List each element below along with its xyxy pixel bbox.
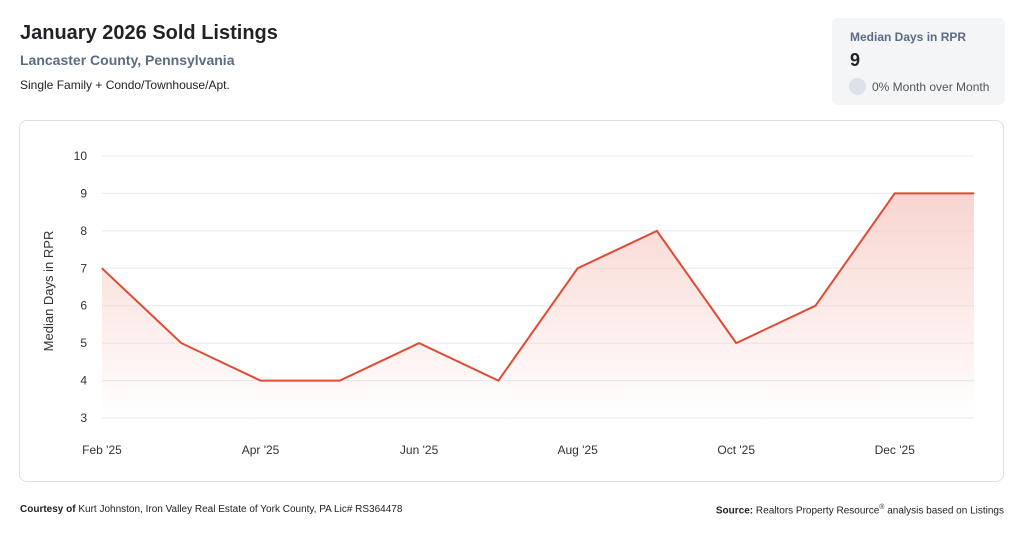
data-point: [735, 342, 737, 344]
page-title: January 2026 Sold Listings: [20, 22, 278, 44]
stat-change: 0% Month over Month: [872, 80, 990, 94]
registered-mark: ®: [879, 504, 885, 511]
y-tick-label: 8: [80, 224, 87, 238]
data-point: [180, 342, 182, 344]
data-point: [497, 380, 499, 382]
y-tick-label: 9: [80, 186, 87, 200]
x-tick-label: Oct '25: [717, 443, 755, 457]
line-chart: 3 4 5 6 7 8 9 10 Feb '25 Apr '25 Jun '25 Aug '25 Oct…: [41, 149, 975, 457]
source-label: Source:: [715, 505, 754, 517]
courtesy-footer: Courtesy of Kurt Johnston, Iron Valley R…: [20, 504, 402, 515]
source-footer: Source: Realtors Property Resource® anal…: [716, 504, 1004, 516]
data-point: [418, 342, 420, 344]
x-tick-label: Jun '25: [400, 443, 439, 457]
stat-label: Median Days in RPR: [850, 30, 967, 44]
source-text: Realtors Property Resource: [755, 505, 880, 517]
data-point: [894, 192, 896, 194]
property-types: Single Family + Condo/Townhouse/Apt.: [20, 78, 230, 92]
x-tick-label: Dec '25: [875, 443, 916, 457]
y-tick-label: 7: [80, 261, 87, 275]
data-point: [973, 192, 975, 194]
y-tick-label: 10: [74, 149, 88, 163]
y-axis-label: Median Days in RPR: [41, 231, 56, 352]
data-point: [339, 380, 341, 382]
data-point: [656, 230, 658, 232]
stat-card: Median Days in RPR 9 0% Month over Month: [832, 18, 1005, 105]
x-tick-label: Feb '25: [82, 443, 122, 457]
source-text-2: analysis based on Listings: [884, 505, 1004, 517]
data-point: [101, 267, 103, 269]
y-tick-label: 3: [80, 411, 87, 425]
data-point: [814, 305, 816, 307]
x-tick-label: Apr '25: [242, 443, 280, 457]
location-subtitle: Lancaster County, Pennsylvania: [20, 52, 235, 68]
x-tick-label: Aug '25: [557, 443, 598, 457]
series-area: [102, 193, 974, 418]
courtesy-text: Kurt Johnston, Iron Valley Real Estate o…: [78, 504, 403, 515]
series-line: [101, 192, 974, 382]
chart-container: 3 4 5 6 7 8 9 10 Feb '25 Apr '25 Jun '25 Aug '25 Oct…: [19, 120, 1004, 482]
stat-value: 9: [850, 50, 861, 70]
y-tick-label: 5: [80, 336, 87, 350]
y-tick-label: 6: [80, 299, 87, 313]
change-indicator-icon: [849, 78, 866, 95]
y-tick-label: 4: [80, 374, 87, 388]
data-point: [260, 380, 262, 382]
courtesy-label: Courtesy of: [20, 504, 76, 515]
data-point: [577, 267, 579, 269]
